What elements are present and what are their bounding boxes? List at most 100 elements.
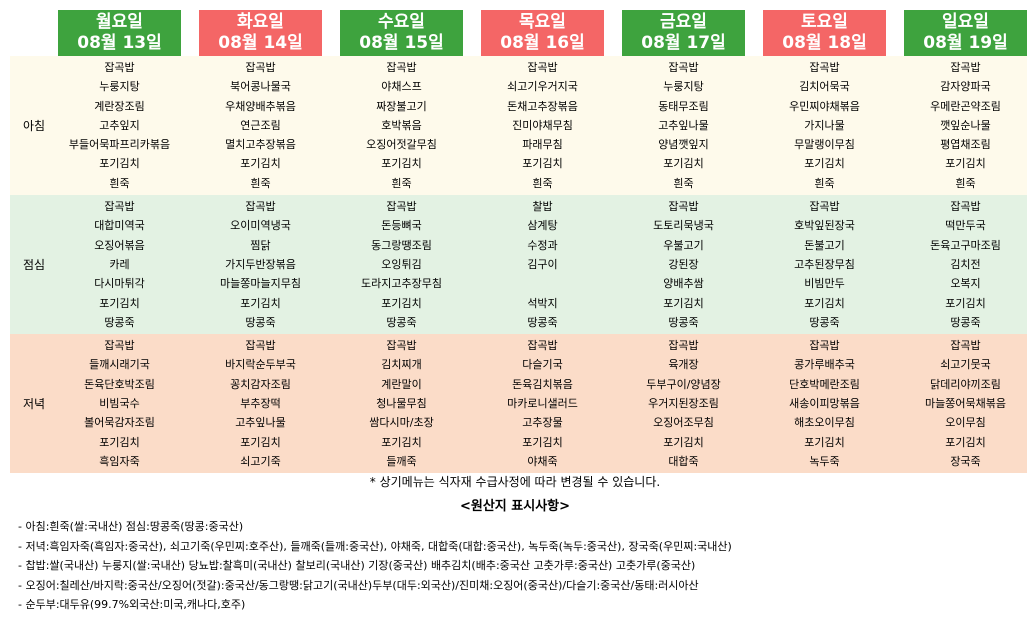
menu-item: 무말랭이무침 xyxy=(794,138,855,152)
menu-cell: 잡곡밥 쇠고기우거지국 돈채고추장볶음 진미야채무침 파래무침 포기김치 흰죽 xyxy=(481,56,604,196)
menu-item: 동그랑땡조림 xyxy=(371,238,432,252)
meal-row-lunch: 점심 잡곡밥 대합미역국 오징어볶음 카레 다시마튀각 포기김치 땅콩죽 잡곡밥 오이미역냉국 찜닭… xyxy=(10,195,1027,335)
menu-item: 누룽지탕 xyxy=(663,80,704,94)
cell-spacer xyxy=(463,195,481,335)
menu-item: 잡곡밥 xyxy=(950,339,981,353)
menu-item: 대합미역국 xyxy=(94,219,145,233)
menu-item: 잡곡밥 xyxy=(668,61,699,74)
origin-line: - 아침:흰죽(쌀:국내산) 점심:땅콩죽(땅콩:중국산) xyxy=(18,520,244,533)
menu-item: 땅콩죽 xyxy=(809,315,840,329)
menu-item: 포기김치 xyxy=(240,157,281,171)
menu-item: 잡곡밥 xyxy=(668,339,699,353)
menu-item: 파래무침 xyxy=(522,138,563,152)
menu-cell: 잡곡밥 누룽지탕 계란장조림 고추잎지 부들어묵파프리카볶음 포기김치 흰죽 xyxy=(58,56,181,196)
menu-item: 땅콩죽 xyxy=(104,315,135,329)
menu-item: 찜닭 xyxy=(250,238,271,252)
menu-item: 연근조림 xyxy=(240,118,281,132)
menu-item: 잡곡밥 xyxy=(104,339,135,353)
menu-item: 돈불고기 xyxy=(804,238,845,252)
menu-item: 잡곡밥 xyxy=(245,61,276,74)
menu-item: 김치어묵국 xyxy=(799,80,850,94)
menu-item: 포기김치 xyxy=(804,435,845,449)
menu-cell: 잡곡밥 들깨시래기국 돈육단호박조림 비빔국수 볼어묵감자조림 포기김치 흑임자죽 xyxy=(58,334,181,474)
menu-cell: 잡곡밥 누룽지탕 동태무조림 고추잎나물 양념깻잎지 포기김치 흰죽 xyxy=(622,56,745,196)
menu-item: 땅콩죽 xyxy=(527,315,558,329)
cell-spacer xyxy=(604,56,622,196)
menu-item: 포기김치 xyxy=(804,296,845,310)
menu-item: 잡곡밥 xyxy=(668,200,699,214)
menu-item: 석박지 xyxy=(527,296,558,310)
menu-item: 양념깻잎지 xyxy=(658,138,709,152)
menu-item: 다시마튀각 xyxy=(94,277,145,291)
menu-item: 고추장물 xyxy=(522,416,563,430)
menu-item: 고추된장무침 xyxy=(794,257,855,271)
menu-item: 돈육단호박조림 xyxy=(84,377,155,391)
day-header: 목요일 08월 16일 xyxy=(481,10,604,56)
cell-spacer xyxy=(745,56,763,196)
day-header: 토요일 08월 18일 xyxy=(763,10,886,56)
menu-item: 돈육김치볶음 xyxy=(512,377,573,391)
menu-cell: 잡곡밥 도토리묵냉국 우불고기 강된장 양배추쌈 포기김치 땅콩죽 xyxy=(622,195,745,335)
menu-item: 멸치고추장볶음 xyxy=(225,138,296,152)
menu-item: 잡곡밥 xyxy=(950,61,981,74)
menu-item: 고추잎나물 xyxy=(235,416,286,430)
menu-item: 바지락순두부국 xyxy=(225,358,296,372)
cell-spacer xyxy=(745,334,763,474)
menu-item: 오복지 xyxy=(950,277,981,291)
menu-item: 마늘쫑어묵채볶음 xyxy=(925,397,1006,411)
meal-row-breakfast: 아침 잡곡밥 누룽지탕 계란장조림 고추잎지 부들어묵파프리카볶음 포기김치 흰죽 잡곡밥 북어콩… xyxy=(10,56,1027,196)
day-header: 월요일 08월 13일 xyxy=(58,10,181,56)
menu-item: 포기김치 xyxy=(240,435,281,449)
menu-item: 잡곡밥 xyxy=(386,200,417,214)
menu-item: 떡만두국 xyxy=(945,219,986,233)
menu-item: 호박볶음 xyxy=(381,118,422,132)
cell-spacer xyxy=(604,195,622,335)
menu-item: 흰죽 xyxy=(250,176,271,190)
menu-item: 우채양배추볶음 xyxy=(225,99,296,113)
menu-item: 땅콩죽 xyxy=(245,315,276,329)
menu-item: 오이무침 xyxy=(945,416,986,430)
menu-item: 찰밥 xyxy=(532,200,553,214)
menu-item: 수정과 xyxy=(527,238,558,252)
menu-cell: 잡곡밥 북어콩나물국 우채양배추볶음 연근조림 멸치고추장볶음 포기김치 흰죽 xyxy=(199,56,322,196)
meal-row-dinner: 저녁 잡곡밥 들깨시래기국 돈육단호박조림 비빔국수 볼어묵감자조림 포기김치 흑임자죽 잡곡밥… xyxy=(10,334,1027,474)
menu-item: 포기김치 xyxy=(663,435,704,449)
menu-item: 잡곡밥 xyxy=(104,61,135,74)
menu-cell: 잡곡밥 오이미역냉국 찜닭 가지두반장볶음 마늘쫑마늘지무침 포기김치 땅콩죽 xyxy=(199,195,322,335)
header-spacer xyxy=(463,10,481,56)
menu-cell: 잡곡밥 감자양파국 우메란곤약조림 깻잎순나물 평엽채조림 포기김치 흰죽 xyxy=(904,56,1027,196)
menu-item: 부들어묵파프리카볶음 xyxy=(68,138,171,152)
menu-item: 포기김치 xyxy=(945,296,986,310)
menu-item: 진미야채무침 xyxy=(512,118,573,132)
menu-item: 단호박메란조림 xyxy=(789,377,860,391)
cell-spacer xyxy=(745,195,763,335)
cell-spacer xyxy=(604,334,622,474)
menu-item: 우메란곤약조림 xyxy=(930,99,1001,113)
menu-cell: 찰밥 삼계탕 수정과 김구이 석박지 땅콩죽 xyxy=(481,195,604,335)
menu-item: 부추장떡 xyxy=(240,397,281,411)
origin-list: - 아침:흰죽(쌀:국내산) 점심:땅콩죽(땅콩:중국산) - 저녁:흑임자죽(… xyxy=(18,517,1023,615)
day-header: 화요일 08월 14일 xyxy=(199,10,322,56)
menu-item: 오이미역냉국 xyxy=(230,219,291,233)
cell-spacer xyxy=(463,56,481,196)
menu-item: 야채죽 xyxy=(527,454,558,468)
menu-item: 포기김치 xyxy=(381,435,422,449)
menu-item: 감자양파국 xyxy=(940,80,991,94)
menu-item: 흰죽 xyxy=(532,176,553,190)
menu-item: 쇠고기뭇국 xyxy=(940,358,991,372)
menu-item: 비빔국수 xyxy=(99,397,140,411)
menu-item: 가지나물 xyxy=(804,118,845,132)
day-label: 일요일 xyxy=(942,12,989,32)
menu-item: 삼계탕 xyxy=(527,219,558,233)
day-header: 수요일 08월 15일 xyxy=(340,10,463,56)
menu-item: 포기김치 xyxy=(522,435,563,449)
menu-item: 가지두반장볶음 xyxy=(225,257,296,271)
menu-item: 흰죽 xyxy=(391,176,412,190)
menu-item: 김치전 xyxy=(950,257,981,271)
menu-item: 다슬기국 xyxy=(522,358,563,372)
menu-item: 닭데리야끼조림 xyxy=(930,377,1001,391)
origin-line: - 순두부:대두유(99.7%외국산:미국,캐나다,호주) xyxy=(18,598,246,611)
menu-item: 콩가루배추국 xyxy=(794,358,855,372)
menu-item: 우민찌야채볶음 xyxy=(789,99,860,113)
menu-item: 잡곡밥 xyxy=(386,61,417,74)
